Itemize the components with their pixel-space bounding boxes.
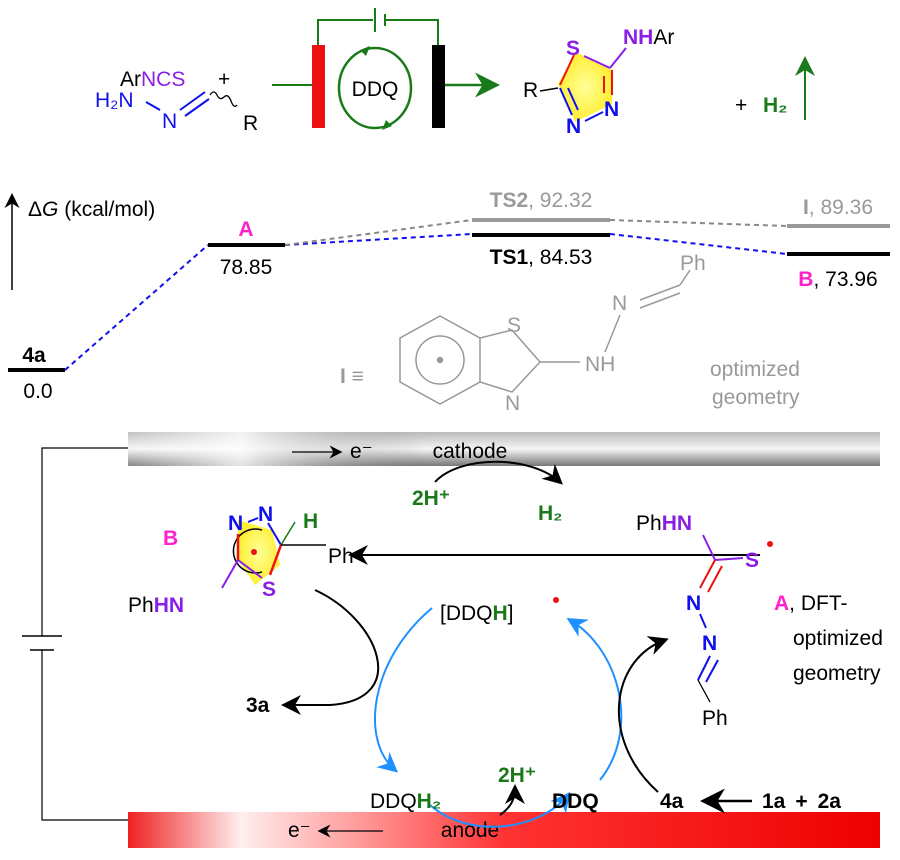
thiadiazole-product: R S NHAr N N [523,26,674,138]
svg-text:NH: NH [585,353,615,376]
svg-text:[DDQH]: [DDQH] [440,602,514,625]
svg-text:geometry: geometry [793,662,881,685]
svg-text:Ph: Ph [328,545,354,568]
intermediate-I-structure: I ≡ S N NH N Ph optimized geometry [340,252,800,415]
radical-A-structure: PhHN S N N Ph A, DFT- optimized geometry [636,512,883,730]
svg-text:B: B [163,527,178,550]
svg-text:DDQH₂: DDQH₂ [370,790,441,813]
svg-text:TS1, 84.53: TS1, 84.53 [490,246,593,269]
svg-text:ArNCS: ArNCS [120,68,185,91]
svg-text:H: H [303,510,318,533]
svg-text:N: N [686,592,701,615]
svg-text:e⁻: e⁻ [350,440,373,463]
svg-text:N: N [604,98,619,121]
svg-text:DDQ: DDQ [552,790,599,813]
svg-text:H₂: H₂ [538,502,563,525]
svg-text:e⁻: e⁻ [288,819,311,842]
electrochemical-cell-icon: DDQ [272,8,500,130]
svg-text:N: N [612,292,627,315]
svg-text:1a+2a: 1a +2a [762,790,841,813]
svg-text:TS2, 92.32: TS2, 92.32 [490,189,593,212]
svg-text:S: S [507,314,521,337]
svg-text:S: S [745,549,759,572]
plus-sign: + [218,68,230,91]
svg-text:cathode: cathode [433,440,508,463]
anode-electrode: e⁻ anode [128,812,880,848]
svg-text:S: S [566,37,580,60]
svg-text:2H⁺: 2H⁺ [498,764,536,787]
svg-text:I, 89.36: I, 89.36 [803,196,873,219]
radical-B-structure: B N N H Ph S PhHN [128,503,354,617]
svg-text:optimized: optimized [710,358,800,381]
mechanism-cycle: e⁻ cathode e⁻ anode 2H⁺ H₂ B N N H [22,432,883,848]
energy-axis-label: ΔG (kcal/mol) [28,198,155,221]
svg-text:optimized: optimized [793,627,883,650]
svg-text:0.0: 0.0 [23,380,52,403]
svg-text:R: R [243,112,258,135]
svg-text:geometry: geometry [712,386,800,409]
svg-text:R: R [523,79,538,102]
svg-text:PhHN: PhHN [128,594,184,617]
svg-text:2H⁺: 2H⁺ [412,487,450,510]
svg-text:S: S [262,578,276,601]
svg-text:Ph: Ph [680,252,706,275]
svg-text:NHAr: NHAr [623,26,674,49]
svg-text:N: N [566,115,581,138]
svg-text:N: N [505,392,520,415]
svg-text:Ph: Ph [702,707,728,730]
hydrazone-h2n: H₂N [95,89,133,112]
svg-text:N: N [228,512,243,535]
mediator-ddq: DDQ [352,78,399,101]
svg-text:PhHN: PhHN [636,512,692,535]
svg-text:anode: anode [441,819,499,842]
cathode-electrode: e⁻ cathode [128,432,880,466]
svg-text:B, 73.96: B, 73.96 [798,268,877,291]
svg-text:+: + [735,94,747,117]
svg-text:N: N [162,110,177,133]
product-3a: 3a [246,694,270,717]
svg-text:4a: 4a [660,790,684,813]
svg-text:A, DFT-: A, DFT- [774,592,848,615]
svg-text:N: N [702,632,717,655]
svg-text:I ≡: I ≡ [340,365,364,388]
svg-text:A: A [238,218,253,241]
svg-text:4a: 4a [22,344,46,367]
energy-profile: ΔG (kcal/mol) 4a 0.0 A 78.85 TS2, 92.32 … [4,189,890,415]
h2-product: H₂ [763,94,788,117]
svg-text:78.85: 78.85 [220,256,273,279]
svg-text:N: N [258,503,273,526]
reaction-scheme: ArNCS + H₂N N R DDQ R S [95,8,815,138]
